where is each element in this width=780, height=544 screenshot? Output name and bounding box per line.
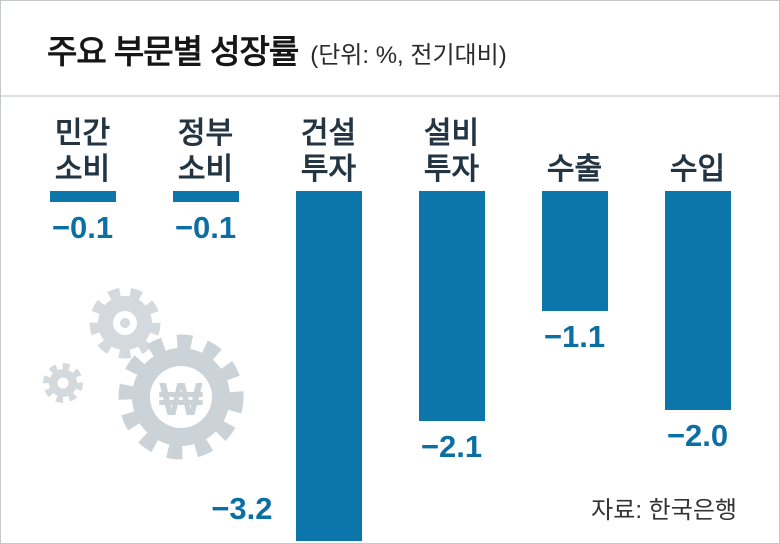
chart-unit-note: (단위: %, 전기대비) bbox=[310, 42, 507, 69]
category-label: 수입 bbox=[669, 153, 726, 187]
bar bbox=[295, 191, 362, 541]
bar bbox=[49, 191, 116, 202]
won-symbol: ₩ bbox=[159, 373, 203, 425]
value-label: −3.2 bbox=[211, 491, 273, 526]
value-label: −0.1 bbox=[51, 210, 114, 245]
category-label: 수출 bbox=[546, 153, 603, 187]
small-gear-icon bbox=[43, 363, 83, 403]
source-credit: 자료: 한국은행 bbox=[591, 497, 737, 524]
bar bbox=[541, 191, 608, 311]
chart-columns: 민간 소비 −0.1 정부 소비 −0.1 건설 투자 −3.2 설비 투자 −2.1 수출 −1.1 수입… bbox=[1, 97, 779, 543]
bar bbox=[664, 191, 731, 410]
gears-won-watermark-icon: ₩ bbox=[29, 269, 261, 486]
chart-column: 건설 투자 −3.2 bbox=[211, 97, 390, 543]
chart-column: 설비 투자 −2.1 bbox=[390, 97, 513, 543]
header-divider bbox=[1, 95, 779, 97]
category-label: 설비 투자 bbox=[423, 116, 480, 187]
value-label: −2.1 bbox=[420, 429, 483, 464]
chart-column: 수출 −1.1 bbox=[513, 97, 636, 543]
chart-column: 민간 소비 −0.1 bbox=[21, 97, 144, 543]
value-label: −2.0 bbox=[666, 418, 729, 453]
chart-header: 주요 부문별 성장률 (단위: %, 전기대비) bbox=[47, 25, 507, 73]
category-label: 민간 소비 bbox=[54, 116, 111, 187]
chart-column: 수입 −2.0 bbox=[636, 97, 759, 543]
won-gear-icon: ₩ bbox=[118, 334, 244, 460]
chart-column: 정부 소비 −0.1 bbox=[144, 97, 267, 543]
chart-title: 주요 부문별 성장률 bbox=[47, 33, 299, 70]
bar bbox=[172, 191, 239, 202]
value-label: −0.1 bbox=[174, 210, 237, 245]
value-label: −1.1 bbox=[543, 319, 606, 354]
bar bbox=[418, 191, 485, 421]
category-label: 정부 소비 bbox=[177, 116, 234, 187]
medium-gear-icon bbox=[89, 287, 161, 359]
category-label: 건설 투자 bbox=[300, 116, 357, 187]
